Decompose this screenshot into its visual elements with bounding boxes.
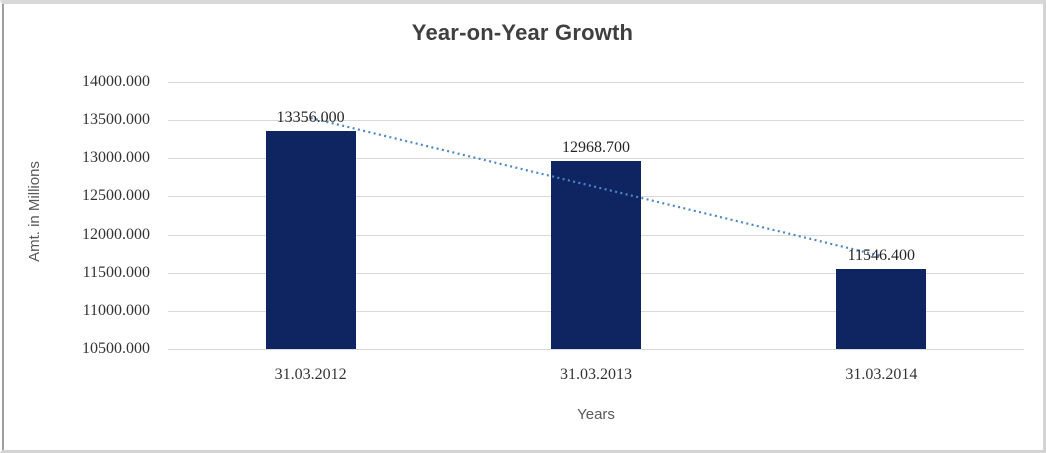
bar-value-label: 13356.000 [276, 109, 345, 127]
bar-31.03.2014 [836, 269, 927, 349]
x-axis-title: Years [577, 406, 615, 423]
gridline [168, 349, 1024, 350]
y-tick-label: 11500.000 [82, 263, 150, 281]
x-axis-ticks: 31.03.2012 31.03.2013 31.03.2014 [168, 366, 1024, 388]
gridline [168, 82, 1024, 83]
y-tick-label: 13500.000 [82, 111, 150, 129]
x-tick-label: 31.03.2014 [845, 366, 918, 383]
y-tick-label: 14000.000 [82, 73, 150, 90]
bar-31.03.2012 [265, 131, 356, 349]
x-tick-label: 31.03.2013 [560, 366, 632, 383]
trendline-segment [310, 116, 882, 258]
y-tick-label: 11000.000 [82, 301, 150, 319]
y-axis-title-text: Amt. in Millions [25, 161, 43, 262]
bar-31.03.2013 [551, 160, 641, 349]
chart-title: Year-on-Year Growth [411, 20, 634, 45]
x-tick-label: 31.03.2012 [274, 366, 347, 383]
bar-value-label: 12968.700 [562, 138, 630, 156]
y-tick-label: 12500.000 [82, 187, 150, 205]
y-tick-label: 10500.000 [82, 340, 150, 357]
gridline [168, 120, 1024, 122]
gridline [168, 158, 1024, 160]
y-tick-label: 12000.000 [82, 225, 150, 243]
plot-area: 13356.000 12968.700 11546.400 [168, 82, 1024, 350]
bar-value-label: 11546.400 [847, 247, 916, 265]
y-tick-label: 13000.000 [82, 149, 150, 167]
trendline [310, 116, 882, 258]
